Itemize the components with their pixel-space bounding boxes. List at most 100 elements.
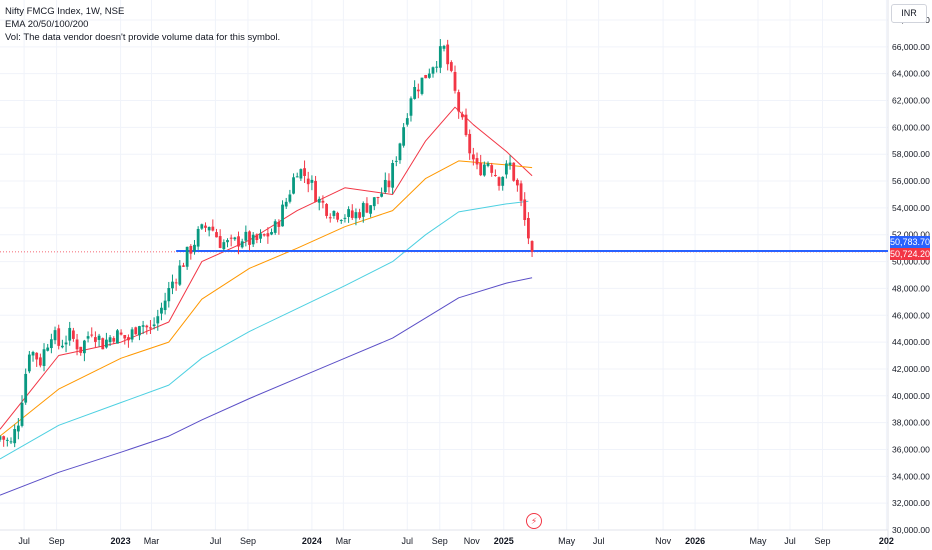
candle[interactable] xyxy=(284,197,288,209)
candle[interactable] xyxy=(240,238,244,249)
candle[interactable] xyxy=(365,197,369,214)
candle[interactable] xyxy=(479,154,483,177)
candle[interactable] xyxy=(530,240,534,257)
candle[interactable] xyxy=(229,234,233,247)
candle[interactable] xyxy=(486,161,490,168)
ema-20-line[interactable] xyxy=(0,106,533,430)
candle[interactable] xyxy=(354,208,358,226)
candle[interactable] xyxy=(402,123,406,148)
candle[interactable] xyxy=(215,228,218,238)
candle[interactable] xyxy=(134,326,138,335)
candle[interactable] xyxy=(350,204,354,220)
candle[interactable] xyxy=(328,213,332,223)
candle[interactable] xyxy=(13,424,17,448)
candle[interactable] xyxy=(9,437,13,445)
candle[interactable] xyxy=(60,339,64,349)
candle[interactable] xyxy=(49,333,53,354)
candle[interactable] xyxy=(53,326,57,345)
candle[interactable] xyxy=(2,435,6,447)
candle[interactable] xyxy=(255,233,259,244)
candle[interactable] xyxy=(497,176,501,191)
candle[interactable] xyxy=(222,239,226,252)
candle[interactable] xyxy=(270,228,273,236)
candle[interactable] xyxy=(204,222,207,232)
candle[interactable] xyxy=(273,219,277,235)
candle[interactable] xyxy=(193,240,196,255)
candle[interactable] xyxy=(94,331,97,348)
candle[interactable] xyxy=(391,159,395,195)
candle[interactable] xyxy=(519,180,523,207)
candle[interactable] xyxy=(347,206,350,223)
price-axis[interactable]: 30,000.00 32,000.00 34,000.00 36,000.00 38,0… xyxy=(892,15,930,535)
candle[interactable] xyxy=(475,152,479,170)
candle[interactable] xyxy=(394,156,398,167)
candle[interactable] xyxy=(490,162,494,177)
candle[interactable] xyxy=(292,173,295,195)
candle[interactable] xyxy=(457,89,461,119)
candle[interactable] xyxy=(20,395,24,428)
candle[interactable] xyxy=(427,68,431,79)
candle[interactable] xyxy=(218,229,222,249)
candle[interactable] xyxy=(196,226,200,250)
candle[interactable] xyxy=(163,292,167,315)
candle[interactable] xyxy=(361,201,365,223)
candle[interactable] xyxy=(460,111,464,120)
ema-50-line[interactable] xyxy=(0,160,533,437)
candle[interactable] xyxy=(233,236,237,241)
candle[interactable] xyxy=(299,168,303,181)
candle[interactable] xyxy=(369,205,373,218)
candle[interactable] xyxy=(182,262,185,267)
candle[interactable] xyxy=(5,437,9,447)
candle[interactable] xyxy=(446,39,450,71)
candle[interactable] xyxy=(420,77,424,96)
candle[interactable] xyxy=(86,331,90,343)
candle[interactable] xyxy=(116,329,119,344)
candle[interactable] xyxy=(523,192,527,226)
candle[interactable] xyxy=(512,162,516,182)
ema-100-line[interactable] xyxy=(0,200,529,460)
candle[interactable] xyxy=(226,238,229,248)
candle[interactable] xyxy=(464,108,468,137)
candle[interactable] xyxy=(405,113,409,127)
candle[interactable] xyxy=(108,335,112,347)
candle[interactable] xyxy=(343,214,347,223)
candle[interactable] xyxy=(508,155,512,170)
candle[interactable] xyxy=(453,65,457,94)
candle[interactable] xyxy=(42,343,46,372)
candle[interactable] xyxy=(178,260,182,287)
candle[interactable] xyxy=(105,332,108,349)
candle[interactable] xyxy=(171,274,174,295)
candle[interactable] xyxy=(332,210,336,219)
candle[interactable] xyxy=(101,337,105,350)
candle[interactable] xyxy=(266,227,270,244)
candle[interactable] xyxy=(200,223,204,230)
candle[interactable] xyxy=(383,172,387,194)
candle[interactable] xyxy=(46,343,50,352)
candle[interactable] xyxy=(387,173,391,193)
candle[interactable] xyxy=(325,203,328,219)
candle[interactable] xyxy=(416,83,420,99)
candle[interactable] xyxy=(123,334,127,345)
indicator-label[interactable]: EMA 20/50/100/200 xyxy=(5,19,89,30)
candle[interactable] xyxy=(167,281,171,308)
candle[interactable] xyxy=(156,309,160,331)
candle[interactable] xyxy=(211,219,215,232)
candle[interactable] xyxy=(526,212,530,245)
candle[interactable] xyxy=(372,197,376,211)
candle[interactable] xyxy=(152,317,156,330)
candle[interactable] xyxy=(90,327,94,338)
candle[interactable] xyxy=(482,161,486,177)
candle[interactable] xyxy=(339,219,343,224)
candle[interactable] xyxy=(130,327,134,343)
currency-button[interactable]: INR xyxy=(891,4,927,23)
candle[interactable] xyxy=(189,244,193,260)
symbol-title[interactable]: Nifty FMCG Index, 1W, NSE xyxy=(5,6,125,17)
candle[interactable] xyxy=(306,171,310,193)
candle[interactable] xyxy=(149,320,152,335)
candle[interactable] xyxy=(413,80,417,100)
candle[interactable] xyxy=(141,320,145,335)
candle[interactable] xyxy=(471,147,475,166)
candle[interactable] xyxy=(207,226,211,237)
candle[interactable] xyxy=(358,208,362,220)
time-axis[interactable]: Jul Sep 2023 Mar Jul Sep 2024 Mar Jul Sep Nov 2025 M… xyxy=(18,536,894,546)
